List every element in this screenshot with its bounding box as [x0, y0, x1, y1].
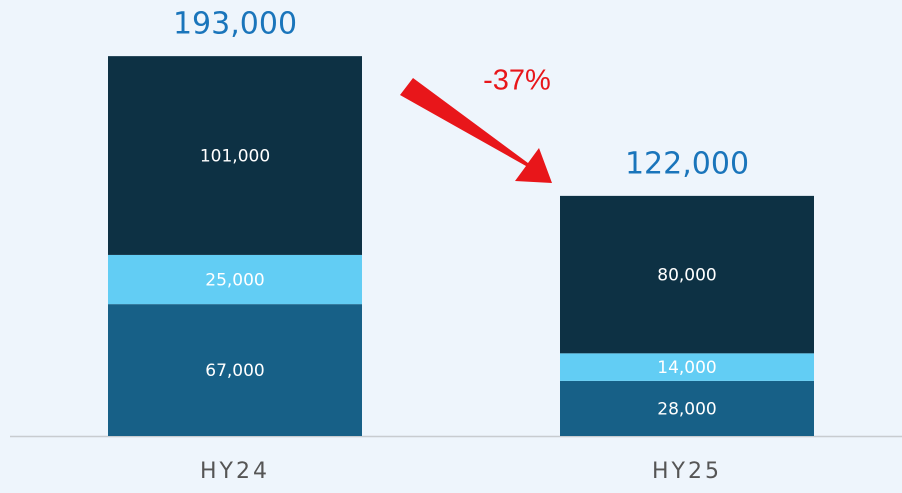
- bar-segment: [108, 56, 362, 255]
- segment-label: 25,000: [205, 271, 264, 291]
- segment-label: 80,000: [657, 266, 716, 286]
- bar-segment: [560, 353, 814, 381]
- segment-label: 14,000: [657, 358, 716, 378]
- bar-segment: [560, 195, 814, 354]
- bar-segment: [108, 254, 362, 305]
- x-tick-label: HY25: [652, 459, 722, 484]
- total-label: 122,000: [625, 146, 749, 181]
- bar-segment: [108, 304, 362, 436]
- decrease-arrow: [400, 78, 552, 183]
- bar-segment: [560, 380, 814, 436]
- x-tick-label: HY24: [200, 459, 270, 484]
- segment-label: 101,000: [200, 147, 270, 167]
- segment-label: 28,000: [657, 399, 716, 419]
- total-label: 193,000: [173, 7, 297, 42]
- segment-label: 67,000: [205, 361, 264, 381]
- change-annotation: -37%: [483, 65, 551, 97]
